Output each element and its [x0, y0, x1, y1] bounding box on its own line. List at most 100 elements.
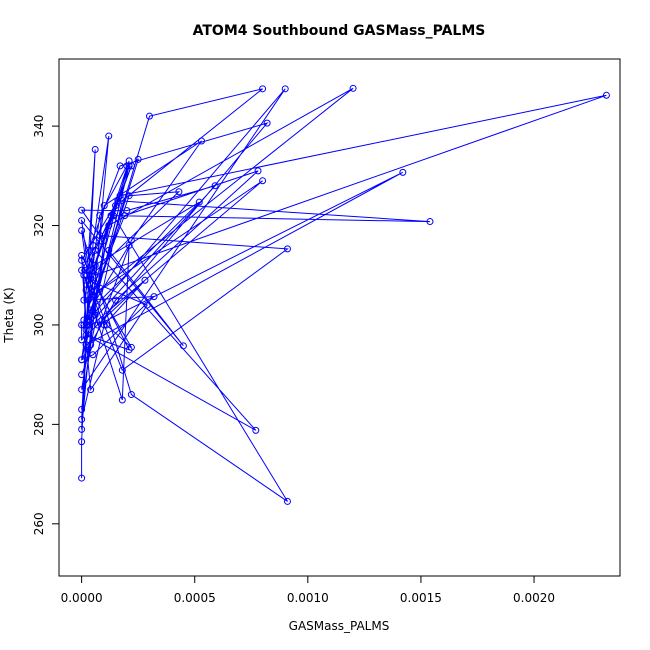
data-point — [105, 222, 113, 230]
data-point — [78, 251, 86, 259]
x-tick-label: 0.0010 — [287, 591, 329, 605]
data-point — [198, 137, 206, 145]
data-point — [426, 218, 434, 226]
data-point — [91, 261, 99, 269]
x-tick-label: 0.0000 — [61, 591, 103, 605]
data-point — [78, 266, 86, 274]
data-point — [84, 296, 92, 304]
data-point — [78, 227, 86, 235]
data-point — [263, 119, 271, 127]
data-point — [78, 336, 86, 344]
data-point — [125, 346, 133, 354]
data-point — [349, 84, 357, 92]
data-point — [84, 276, 92, 284]
data-point — [252, 426, 260, 434]
data-point — [82, 276, 90, 284]
data-point — [112, 296, 120, 304]
data-point — [87, 341, 95, 349]
data-point — [82, 286, 90, 294]
chart-title: ATOM4 Southbound GASMass_PALMS — [193, 23, 486, 39]
data-point — [125, 162, 133, 170]
data-point — [91, 271, 99, 279]
data-point — [91, 145, 99, 153]
data-point — [175, 188, 183, 196]
data-point — [141, 276, 149, 284]
x-axis: 0.0000 0.0005 0.0010 0.0015 0.0020 — [61, 575, 555, 605]
data-point — [80, 296, 88, 304]
series-layer — [78, 84, 610, 505]
x-axis-label: GASMass_PALMS — [289, 619, 390, 633]
data-point — [259, 85, 267, 93]
data-point — [82, 341, 90, 349]
data-point — [100, 236, 108, 244]
data-point — [78, 386, 86, 394]
data-point — [78, 474, 86, 482]
data-point — [84, 316, 92, 324]
data-point — [114, 197, 122, 205]
data-point — [96, 231, 104, 239]
data-point — [78, 206, 86, 214]
data-point — [78, 425, 86, 433]
data-point — [78, 438, 86, 446]
data-point — [399, 168, 407, 176]
data-point — [78, 415, 86, 423]
data-point — [105, 246, 113, 254]
data-point — [134, 155, 142, 163]
data-point — [84, 246, 92, 254]
data-point — [78, 256, 86, 264]
data-point — [91, 246, 99, 254]
data-point — [78, 405, 86, 413]
y-axis: 260 280 300 320 340 — [32, 115, 60, 535]
data-point — [87, 386, 95, 394]
data-point — [91, 311, 99, 319]
y-tick-label: 300 — [32, 314, 46, 337]
y-tick-label: 340 — [32, 115, 46, 138]
data-point — [118, 366, 126, 374]
data-point — [283, 245, 291, 253]
x-tick-label: 0.0005 — [174, 591, 216, 605]
y-tick-label: 320 — [32, 214, 46, 237]
data-point — [281, 85, 289, 93]
data-point — [179, 342, 187, 350]
data-point — [125, 192, 133, 200]
data-point — [93, 321, 101, 329]
x-tick-label: 0.0015 — [400, 591, 442, 605]
data-point — [96, 212, 104, 220]
data-point — [127, 391, 135, 399]
data-point — [82, 331, 90, 339]
data-point — [123, 207, 131, 215]
data-point — [145, 112, 153, 120]
data-point — [78, 321, 86, 329]
data-point — [103, 321, 111, 329]
data-point — [283, 497, 291, 505]
data-point — [211, 182, 219, 190]
y-axis-label: Theta (K) — [2, 287, 16, 343]
data-point — [87, 306, 95, 314]
data-point — [78, 217, 86, 225]
data-point — [259, 177, 267, 185]
data-point — [89, 351, 97, 359]
data-point — [118, 396, 126, 404]
data-point — [107, 212, 115, 220]
data-point — [125, 157, 133, 165]
data-point — [100, 202, 108, 210]
data-point — [82, 266, 90, 274]
y-tick-label: 260 — [32, 512, 46, 535]
data-point — [80, 321, 88, 329]
x-tick-label: 0.0020 — [513, 591, 555, 605]
data-point — [150, 293, 158, 301]
data-point — [100, 321, 108, 329]
data-point — [254, 167, 262, 175]
data-point — [602, 91, 610, 99]
data-point — [109, 212, 117, 220]
y-tick-label: 280 — [32, 413, 46, 436]
data-point — [143, 301, 151, 309]
data-point — [195, 198, 203, 206]
data-point — [125, 241, 133, 249]
data-point — [105, 132, 113, 140]
data-point — [78, 371, 86, 379]
data-point — [116, 162, 124, 170]
data-point — [78, 356, 86, 364]
data-point — [89, 291, 97, 299]
